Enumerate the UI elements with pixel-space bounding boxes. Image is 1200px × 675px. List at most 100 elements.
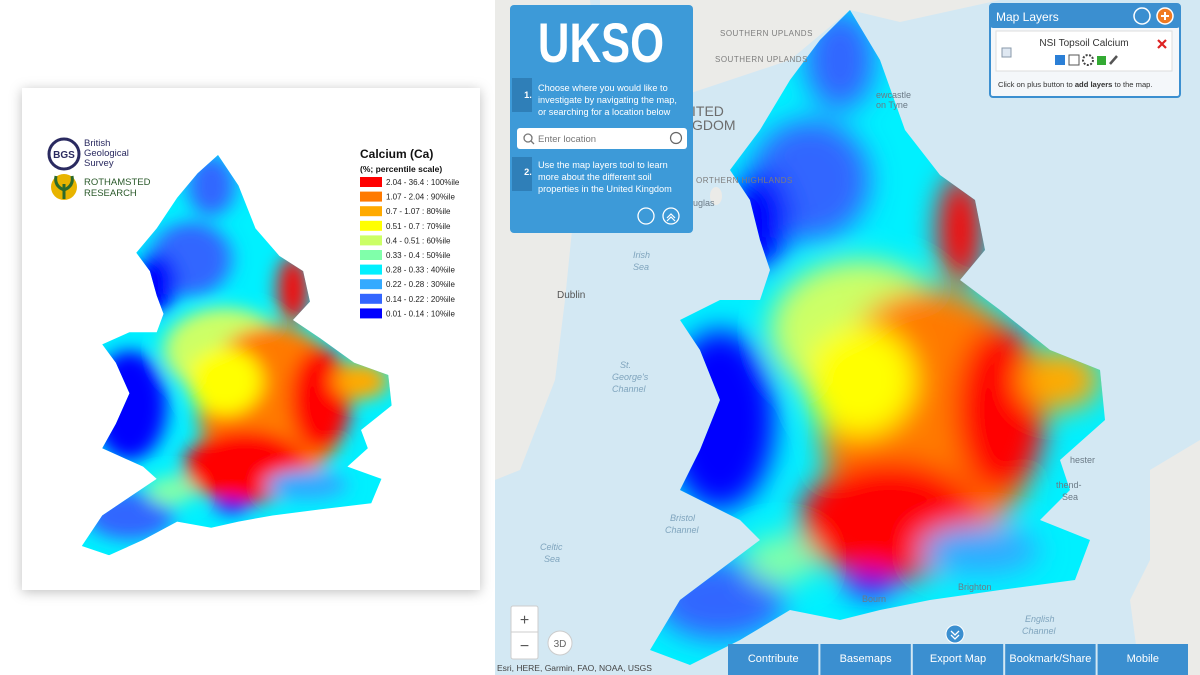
- legend-label: 0.22 - 0.28 : 30%ile: [386, 280, 455, 289]
- collapse-icon: [666, 213, 676, 222]
- layer-tool[interactable]: [1082, 54, 1094, 66]
- legend-swatch: [360, 250, 382, 260]
- toolbar-label: Bookmark/Share: [1009, 653, 1091, 665]
- legend-swatch: [360, 293, 382, 304]
- legend-label: 0.14 - 0.22 : 20%ile: [386, 295, 455, 304]
- bgs-name: Survey: [84, 158, 114, 169]
- zoom-in[interactable]: +: [520, 612, 529, 629]
- legend-label: 0.7 - 1.07 : 80%ile: [386, 207, 451, 216]
- remove-layer[interactable]: [1157, 39, 1167, 49]
- step-text: or searching for a location below: [538, 107, 671, 117]
- legend-label: 0.33 - 0.4 : 50%ile: [386, 251, 451, 260]
- step-text: more about the different soil: [538, 172, 652, 182]
- place-label: Celtic: [540, 542, 563, 552]
- toolbar-label: Basemaps: [840, 653, 892, 665]
- legend-swatch: [360, 206, 382, 217]
- place-label: St.: [620, 360, 631, 370]
- place-label: Bristol: [670, 513, 696, 523]
- rothamsted-name: ROTHAMSTED: [84, 177, 151, 188]
- land-scotland: [600, 0, 1000, 110]
- add-icon: [1161, 12, 1169, 20]
- layer-tool[interactable]: [1097, 56, 1106, 65]
- place-label: ORTHERN HIGHLANDS: [696, 176, 793, 185]
- place-label: Channel: [665, 525, 700, 535]
- help-button[interactable]: [637, 207, 655, 225]
- place-label: Sea: [633, 262, 649, 272]
- step-text: Use the map layers tool to learn: [538, 160, 668, 170]
- legend-subtitle: (%; percentile scale): [360, 164, 442, 174]
- hint-text: Click on plus button to: [998, 80, 1075, 89]
- ukso-panel: [510, 5, 693, 233]
- place-label: Dublin: [557, 290, 585, 301]
- place-label: Bourn: [862, 594, 886, 604]
- search-icon: [530, 140, 535, 145]
- legend-swatch: [360, 264, 382, 275]
- hint-text: to the map.: [1112, 80, 1152, 89]
- toolbar: Contribute Basemaps Export Map Bookmark/Sha…: [728, 644, 1188, 675]
- layers-header: [990, 4, 1180, 28]
- bgs-mark: BGS: [53, 150, 75, 161]
- collapse-layers[interactable]: [1133, 7, 1151, 25]
- toolbar-button[interactable]: [728, 644, 819, 675]
- place-label: on Tyne: [876, 100, 908, 110]
- step-number: 2.: [524, 167, 532, 177]
- place-label: SOUTHERN UPLANDS: [715, 55, 808, 64]
- legend-swatch: [360, 220, 382, 231]
- place-label: Irish: [633, 250, 650, 260]
- rothamsted-name: RESEARCH: [84, 188, 137, 199]
- search-box[interactable]: [517, 128, 687, 149]
- place-label: GDOM: [692, 117, 736, 133]
- toolbar-button[interactable]: [1097, 644, 1188, 675]
- legend-label: 1.07 - 2.04 : 90%ile: [386, 193, 455, 202]
- zoom-out[interactable]: −: [520, 638, 529, 655]
- toolbar-label: Mobile: [1127, 653, 1159, 665]
- place-label: ITED: [692, 103, 724, 119]
- layer-tool[interactable]: [1068, 54, 1080, 66]
- step-marker: [512, 78, 532, 112]
- place-label: SOUTHERN UPLANDS: [720, 29, 813, 38]
- layers-title: Map Layers: [996, 10, 1059, 24]
- place-label: uglas: [693, 198, 715, 208]
- toolbar-button[interactable]: [912, 644, 1004, 675]
- collapse-button[interactable]: [662, 207, 680, 225]
- place-label: Channel: [612, 384, 647, 394]
- attribution: Esri, HERE, Garmin, FAO, NOAA, USGS: [497, 663, 652, 673]
- layer-tool[interactable]: [1055, 55, 1065, 65]
- toolbar-label: Export Map: [930, 653, 986, 665]
- place-label: ewcastle: [876, 90, 911, 100]
- view-toggle-label: 3D: [554, 639, 567, 650]
- layer-row: [995, 30, 1173, 72]
- bgs-logo: [47, 137, 81, 171]
- bgs-name: Geological: [84, 148, 129, 159]
- toolbar-button[interactable]: [1005, 644, 1096, 675]
- toolbar-label: Contribute: [748, 653, 799, 665]
- view-toggle[interactable]: [547, 630, 573, 656]
- toolbar-button[interactable]: [820, 644, 911, 675]
- search-placeholder: Enter location: [538, 134, 596, 145]
- layer-tool[interactable]: [1109, 55, 1118, 65]
- bgs-name: British: [84, 138, 110, 149]
- place-label: Sea: [1062, 492, 1078, 502]
- toolbar-toggle[interactable]: [945, 624, 965, 644]
- layer-name: NSI Topsoil Calcium: [1039, 38, 1128, 49]
- legend-label: 0.28 - 0.33 : 40%ile: [386, 266, 455, 275]
- place-label: English: [1025, 614, 1055, 624]
- land-isle-of-man: [710, 187, 722, 205]
- legend-swatch: [360, 279, 382, 290]
- search-icon: [523, 133, 533, 143]
- rothamsted-leaf: [54, 175, 74, 199]
- legend-title: Calcium (Ca): [360, 147, 433, 161]
- hint-text: add layers: [1075, 80, 1113, 89]
- legend-swatch: [360, 191, 382, 202]
- step-text: properties in the United Kingdom: [538, 184, 672, 194]
- step-text: Choose where you would like to: [538, 83, 668, 93]
- layer-checkbox[interactable]: [1001, 47, 1012, 58]
- layers-hint: Click on plus button to add layers to th…: [998, 80, 1153, 89]
- legend-swatch: [360, 235, 382, 246]
- app-title: UKSO: [538, 12, 664, 74]
- step-number: 1.: [524, 90, 532, 100]
- place-label: Sea: [544, 554, 560, 564]
- info-icon[interactable]: [669, 131, 683, 145]
- legend-swatch: [360, 308, 382, 319]
